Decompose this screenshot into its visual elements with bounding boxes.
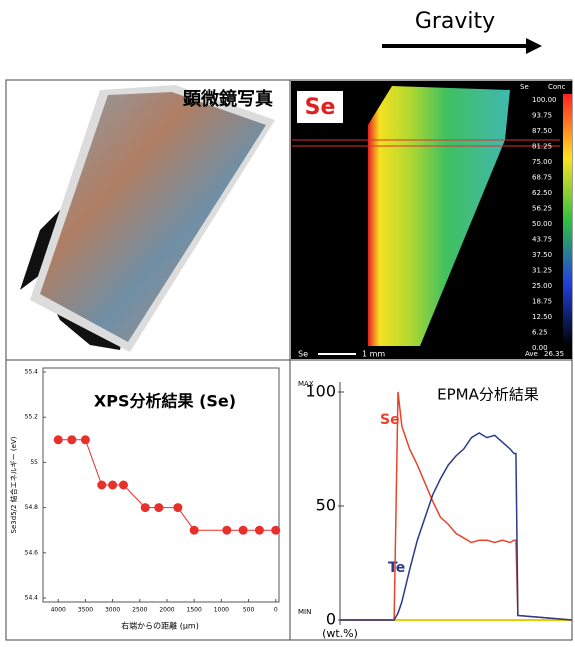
series-label: Te bbox=[388, 560, 405, 576]
bar-label: 1 mm bbox=[362, 350, 385, 359]
scale-label: 75.00 bbox=[532, 158, 552, 166]
scale-label: 6.25 bbox=[532, 329, 548, 337]
y-tick-label: 55.4 bbox=[25, 369, 39, 376]
panel-label: 顕微鏡写真 bbox=[183, 88, 273, 110]
corner-label: Conc bbox=[548, 83, 566, 91]
scale-label: 87.50 bbox=[532, 127, 552, 135]
point bbox=[154, 503, 163, 512]
corner-label: Se bbox=[520, 83, 529, 91]
y-tick-label: 100 bbox=[305, 382, 336, 401]
y-tick-label: 0 bbox=[326, 610, 336, 629]
point bbox=[271, 526, 280, 535]
x-tick-label: 0 bbox=[274, 607, 278, 614]
x-tick-label: 3500 bbox=[78, 607, 93, 614]
scale-label: 43.75 bbox=[532, 236, 552, 244]
min-label: MIN bbox=[298, 608, 311, 616]
x-tick-label: 2500 bbox=[132, 607, 147, 614]
bar-label: Se bbox=[298, 350, 308, 359]
x-tick-label: 4000 bbox=[51, 607, 66, 614]
point bbox=[67, 435, 76, 444]
scale-label: 12.50 bbox=[532, 313, 552, 321]
series-label: Se bbox=[380, 412, 400, 428]
scale-label: 18.75 bbox=[532, 298, 552, 306]
point bbox=[222, 526, 231, 535]
scale-label: 0.00 bbox=[532, 344, 548, 352]
gravity-label: Gravity bbox=[415, 9, 495, 34]
scale-label: 31.25 bbox=[532, 267, 552, 275]
scale-label: 50.00 bbox=[532, 220, 552, 228]
y-axis-label: (wt.%) bbox=[322, 627, 358, 640]
y-axis-label: Se3d5/2 結合エネルギー (eV) bbox=[9, 436, 18, 533]
arrow-head bbox=[526, 38, 542, 54]
point bbox=[239, 526, 248, 535]
x-axis-label: 右端からの距離 (μm) bbox=[121, 621, 199, 631]
y-tick-label: 54.8 bbox=[25, 504, 39, 511]
scale-label: 56.25 bbox=[532, 205, 552, 213]
chart-title: EPMA分析結果 bbox=[437, 386, 539, 404]
series-line bbox=[340, 433, 572, 620]
point bbox=[119, 481, 128, 490]
y-tick-label: 55.2 bbox=[25, 414, 39, 421]
point bbox=[173, 503, 182, 512]
series-line bbox=[340, 392, 572, 620]
x-tick-label: 500 bbox=[243, 607, 255, 614]
x-tick-label: 1000 bbox=[214, 607, 229, 614]
y-tick-label: 54.6 bbox=[25, 549, 39, 556]
x-tick-label: 1500 bbox=[187, 607, 202, 614]
colorbar bbox=[563, 94, 572, 346]
point bbox=[54, 435, 63, 444]
chart-title: XPS分析結果 (Se) bbox=[94, 392, 236, 411]
figure: Gravity 顕微鏡写真 Se Se Conc Se 1 mm Ave 26.… bbox=[0, 0, 575, 643]
scale-label: 81.25 bbox=[532, 143, 552, 151]
point bbox=[141, 503, 150, 512]
point bbox=[97, 481, 106, 490]
scale-label: 100.00 bbox=[532, 96, 557, 104]
point bbox=[81, 435, 90, 444]
scale-label: 62.50 bbox=[532, 189, 552, 197]
point bbox=[190, 526, 199, 535]
element-label: Se bbox=[305, 95, 336, 120]
scale-label: 93.75 bbox=[532, 112, 552, 120]
scale-label: 25.00 bbox=[532, 282, 552, 290]
x-tick-label: 2000 bbox=[159, 607, 174, 614]
x-tick-label: 3000 bbox=[105, 607, 120, 614]
point bbox=[255, 526, 264, 535]
y-tick-label: 50 bbox=[316, 496, 336, 515]
scale-label: 37.50 bbox=[532, 251, 552, 259]
y-tick-label: 55 bbox=[30, 459, 38, 466]
point bbox=[108, 481, 117, 490]
y-tick-label: 54.4 bbox=[25, 595, 39, 602]
scale-label: 68.75 bbox=[532, 174, 552, 182]
series-line bbox=[58, 440, 276, 530]
